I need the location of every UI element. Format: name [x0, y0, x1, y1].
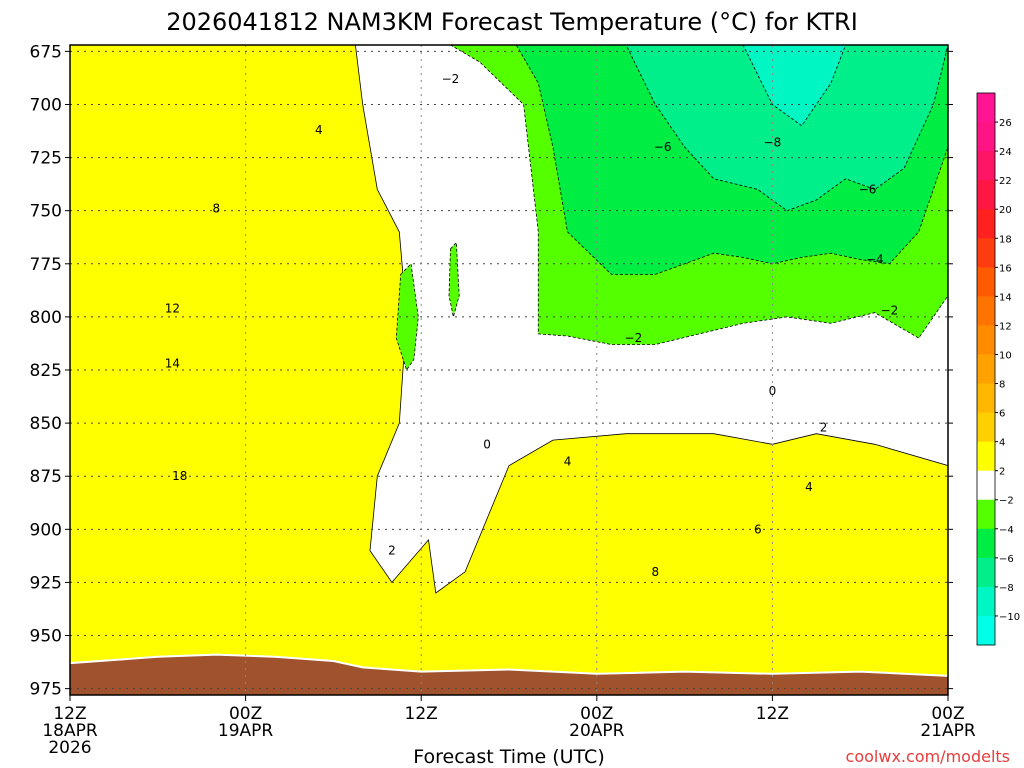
y-tick-label-900: 900 [30, 520, 62, 540]
colorbar-swatch-5 [977, 238, 995, 268]
colorbar-swatch-13 [977, 470, 995, 501]
x-axis-label: Forecast Time (UTC) [413, 746, 604, 768]
colorbar-label-7: 12 [999, 321, 1012, 332]
y-tick-label-775: 775 [30, 255, 62, 275]
contour-labels: −2 4 8 12 14 18 2 0 4 8 6 4 2 0 −2 −2 −4 −6 −6 −8 [165, 72, 899, 579]
contour-label-9: 8 [652, 565, 660, 579]
colorbar-label-13: −2 [999, 496, 1014, 507]
y-tick-label-975: 975 [30, 680, 62, 700]
contour-label-2: 8 [213, 202, 221, 216]
contour-label-19: −8 [764, 136, 782, 150]
ground-surface-line [69, 653, 949, 677]
y-tick-label-850: 850 [30, 414, 62, 434]
contour-label-11: 4 [805, 480, 813, 494]
x-tick-label-12-1: 19APR [218, 721, 274, 741]
ground-fill [70, 654, 948, 695]
contour-label-13: 0 [769, 384, 777, 398]
terrain-surface [69, 653, 949, 695]
x-tick-label-0-1: 18APR [42, 721, 98, 741]
colorbar-swatch-15 [977, 528, 995, 559]
colorbar-swatch-9 [977, 354, 995, 385]
temperature-bands [69, 44, 949, 696]
colorbar-label-3: 20 [999, 205, 1012, 216]
colorbar: 26 24 22 20 18 16 14 12 10 8 6 4 2 −2 −4 −6 −8 −10 [976, 92, 1020, 646]
colorbar-swatch-18 [977, 615, 995, 646]
y-tick-label-725: 725 [30, 149, 62, 169]
contour-label-15: −2 [881, 304, 899, 318]
colorbar-label-0: 26 [999, 118, 1012, 129]
colorbar-swatch-16 [977, 557, 995, 588]
colorbar-swatch-0 [977, 93, 995, 123]
x-tick-label-0-0: 12Z [53, 704, 86, 724]
y-tick-label-875: 875 [30, 467, 62, 487]
colorbar-label-15: −6 [999, 554, 1014, 565]
temp-band-2-6 [69, 44, 949, 696]
colorbar-label-8: 10 [999, 350, 1012, 361]
colorbar-swatch-12 [977, 441, 995, 472]
x-tick-label-0-2: 2026 [48, 738, 91, 758]
colorbar-label-4: 18 [999, 234, 1012, 245]
contour-label-5: 18 [172, 469, 187, 483]
x-tick-label-48-0: 12Z [756, 704, 789, 724]
colorbar-swatch-17 [977, 586, 995, 617]
colorbar-swatch-6 [977, 267, 995, 297]
colorbar-label-10: 6 [999, 409, 1005, 420]
credit-text: coolwx.com/modelts [846, 747, 1010, 766]
y-tick-label-825: 825 [30, 361, 62, 381]
colorbar-swatch-1 [977, 122, 995, 152]
colorbar-label-1: 24 [999, 147, 1012, 158]
colorbar-border [976, 92, 996, 646]
y-tick-label-800: 800 [30, 308, 62, 328]
y-tick-label-925: 925 [30, 573, 62, 593]
y-tick-label-700: 700 [30, 95, 62, 115]
y-tick-label-675: 675 [30, 42, 62, 62]
y-tick-label-750: 750 [30, 202, 62, 222]
y-tick-label-950: 950 [30, 627, 62, 647]
contour-label-18: −6 [859, 182, 877, 196]
colorbar-swatch-8 [977, 325, 995, 355]
contour-label-8: 4 [564, 454, 572, 468]
x-tick-label-60-1: 21APR [920, 721, 976, 741]
colorbar-swatch-2 [977, 151, 995, 181]
contour-label-14: −2 [625, 331, 643, 345]
contour-label-7: 0 [483, 437, 491, 451]
temp-band-neg6-9 [625, 44, 949, 212]
colorbar-label-12: 2 [999, 467, 1005, 478]
contour-label-6: 2 [388, 544, 396, 558]
colorbar-label-16: −8 [999, 583, 1014, 594]
contour-label-17: −6 [654, 140, 672, 154]
colorbar-label-6: 14 [999, 292, 1012, 303]
colorbar-swatch-11 [977, 412, 995, 443]
contour-label-1: 4 [315, 123, 323, 137]
colorbar-swatch-14 [977, 499, 995, 530]
x-tick-label-12-0: 00Z [229, 704, 262, 724]
contour-label-16: −4 [866, 253, 884, 267]
contour-label-0: −2 [442, 72, 460, 86]
x-tick-label-36-1: 20APR [569, 721, 625, 741]
colorbar-label-2: 22 [999, 176, 1012, 187]
temp-band-neg2-12 [448, 241, 460, 318]
colorbar-label-17: −10 [999, 612, 1020, 623]
contour-label-3: 12 [165, 301, 180, 315]
colorbar-label-11: 4 [999, 438, 1005, 449]
x-tick-label-24-0: 12Z [405, 704, 438, 724]
colorbar-label-14: −4 [999, 525, 1014, 536]
chart-title: 2026041812 NAM3KM Forecast Temperature (… [166, 8, 858, 36]
colorbar-swatch-4 [977, 209, 995, 239]
colorbar-swatch-10 [977, 383, 995, 414]
colorbar-swatch-7 [977, 296, 995, 326]
x-tick-label-36-0: 00Z [580, 704, 613, 724]
contour-label-12: 2 [820, 420, 828, 434]
contour-label-10: 6 [754, 522, 762, 536]
colorbar-label-5: 16 [999, 263, 1012, 274]
contour-label-4: 14 [165, 357, 180, 371]
x-tick-label-60-0: 00Z [931, 704, 964, 724]
colorbar-swatch-3 [977, 180, 995, 210]
colorbar-label-9: 8 [999, 380, 1005, 391]
